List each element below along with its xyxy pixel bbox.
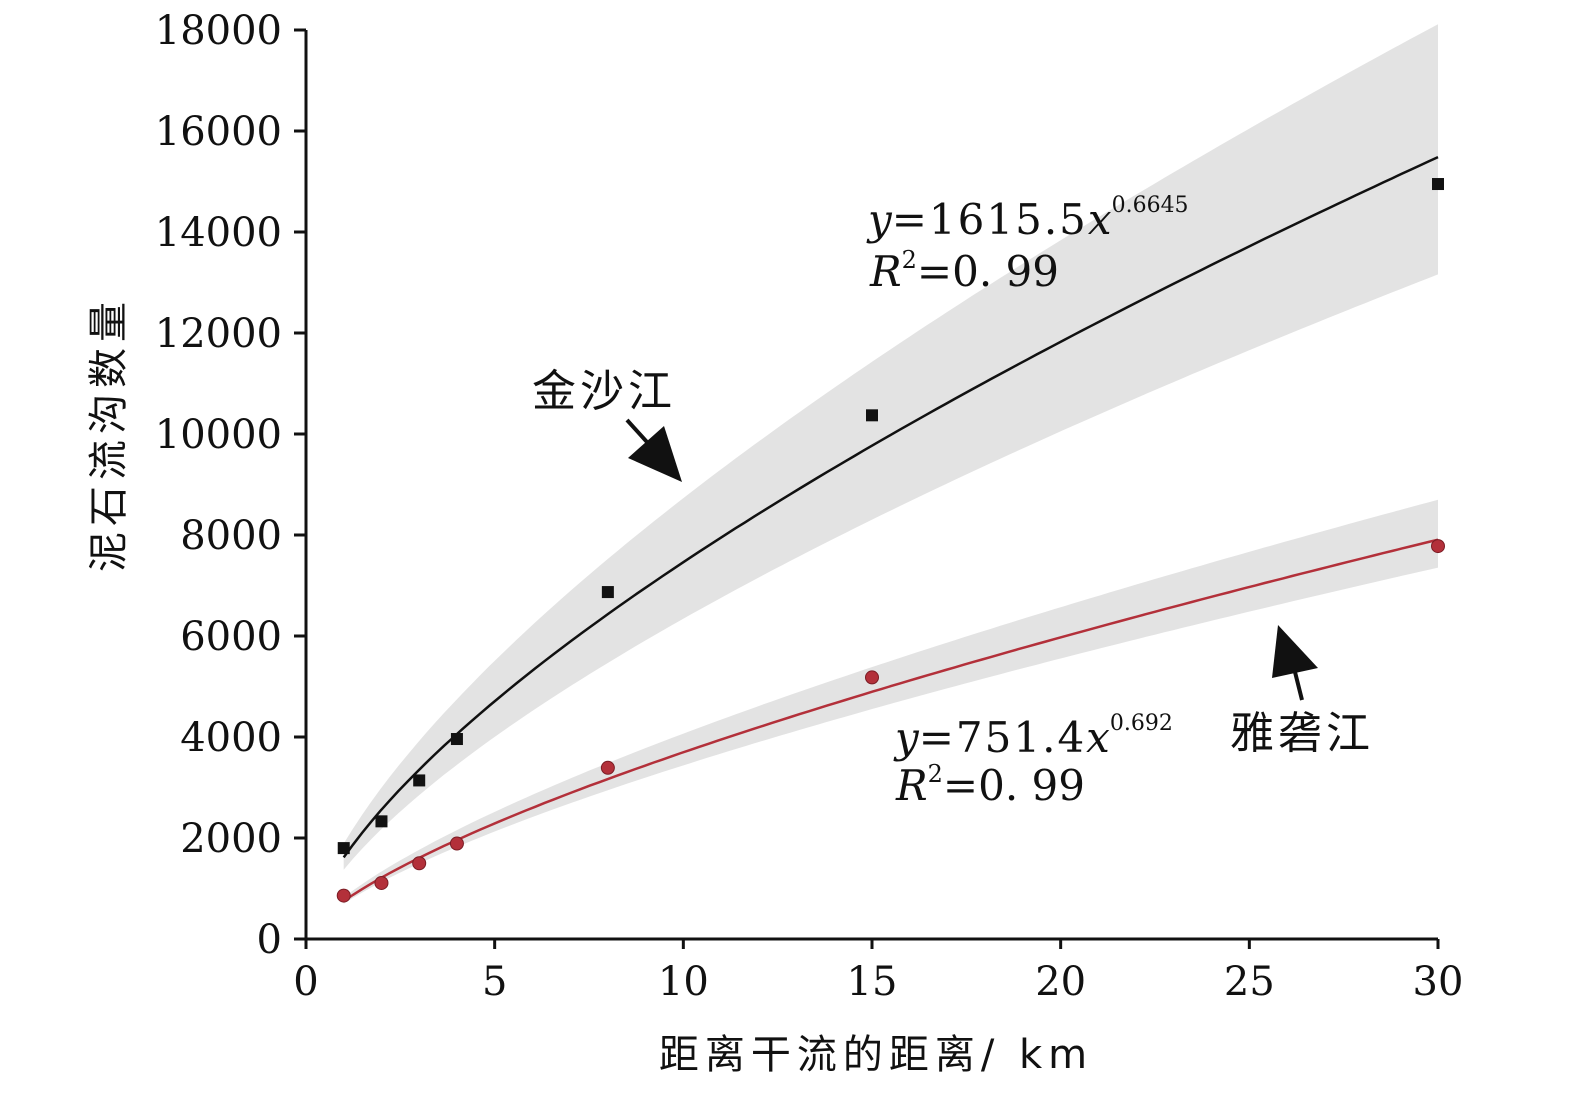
data-points xyxy=(336,178,1445,903)
r-squared-yalong: R2=0. 99 xyxy=(895,760,1085,810)
point-series-0-4 xyxy=(601,586,614,599)
series-label-jinsha: 金沙江 xyxy=(532,366,676,417)
y-tick-label-12000: 12000 xyxy=(155,311,282,357)
y-tick-label-0: 0 xyxy=(257,917,282,963)
x-tick-label-0: 0 xyxy=(293,959,318,1005)
equation-jinsha: y=1615.5x0.6645 xyxy=(866,193,1189,244)
x-tick-label-20: 20 xyxy=(1035,959,1086,1005)
point-series-1-0 xyxy=(336,888,351,903)
y-tick-label-4000: 4000 xyxy=(180,715,282,761)
y-tick-label-18000: 18000 xyxy=(155,8,282,54)
arrow-yalong-head xyxy=(1272,625,1318,678)
point-series-1-5 xyxy=(865,670,879,685)
equation-yalong: y=751.4x0.692 xyxy=(893,711,1173,762)
confidence-bands xyxy=(343,24,1439,904)
y-tick-label-2000: 2000 xyxy=(180,816,282,862)
arrow-jinsha xyxy=(625,418,682,482)
x-tick-label-15: 15 xyxy=(847,959,898,1005)
point-series-0-6 xyxy=(1432,178,1444,191)
fit-curves xyxy=(342,155,1439,903)
arrow-yalong xyxy=(1272,625,1318,701)
r-squared-jinsha: R2=0. 99 xyxy=(869,246,1059,296)
point-series-1-2 xyxy=(412,856,427,871)
point-series-1-1 xyxy=(374,875,389,890)
fit-curve-series-1 xyxy=(343,538,1439,903)
point-series-0-5 xyxy=(866,409,878,422)
band-series-1 xyxy=(343,499,1439,904)
point-series-0-0 xyxy=(337,842,350,855)
x-tick-label-5: 5 xyxy=(482,959,507,1005)
arrow-jinsha-head xyxy=(628,426,682,482)
point-series-0-2 xyxy=(413,774,426,787)
x-axis-title: 距离干流的距离/ km xyxy=(659,1032,1093,1078)
y-tick-label-14000: 14000 xyxy=(155,210,282,256)
point-series-0-3 xyxy=(450,733,463,746)
point-series-1-4 xyxy=(600,760,615,775)
point-series-1-3 xyxy=(449,836,464,851)
x-tick-label-25: 25 xyxy=(1224,959,1275,1005)
series-label-yalong: 雅砻江 xyxy=(1230,708,1374,759)
x-tick-label-30: 30 xyxy=(1413,959,1464,1005)
y-tick-label-8000: 8000 xyxy=(180,513,282,559)
x-tick-label-10: 10 xyxy=(658,959,709,1005)
axis-ticks: 0 5 10 15 20 25 30 0 2000 4000 6000 8000 10000 12000 1… xyxy=(155,8,1464,1005)
y-tick-label-10000: 10000 xyxy=(155,412,282,458)
y-tick-label-16000: 16000 xyxy=(155,109,282,155)
point-series-0-1 xyxy=(375,815,388,828)
y-axis-title: 泥石流沟数量 xyxy=(86,296,132,572)
fit-curve-series-0 xyxy=(342,155,1439,859)
y-tick-label-6000: 6000 xyxy=(180,614,282,660)
point-series-1-6 xyxy=(1431,539,1445,554)
band-series-0 xyxy=(343,24,1439,870)
